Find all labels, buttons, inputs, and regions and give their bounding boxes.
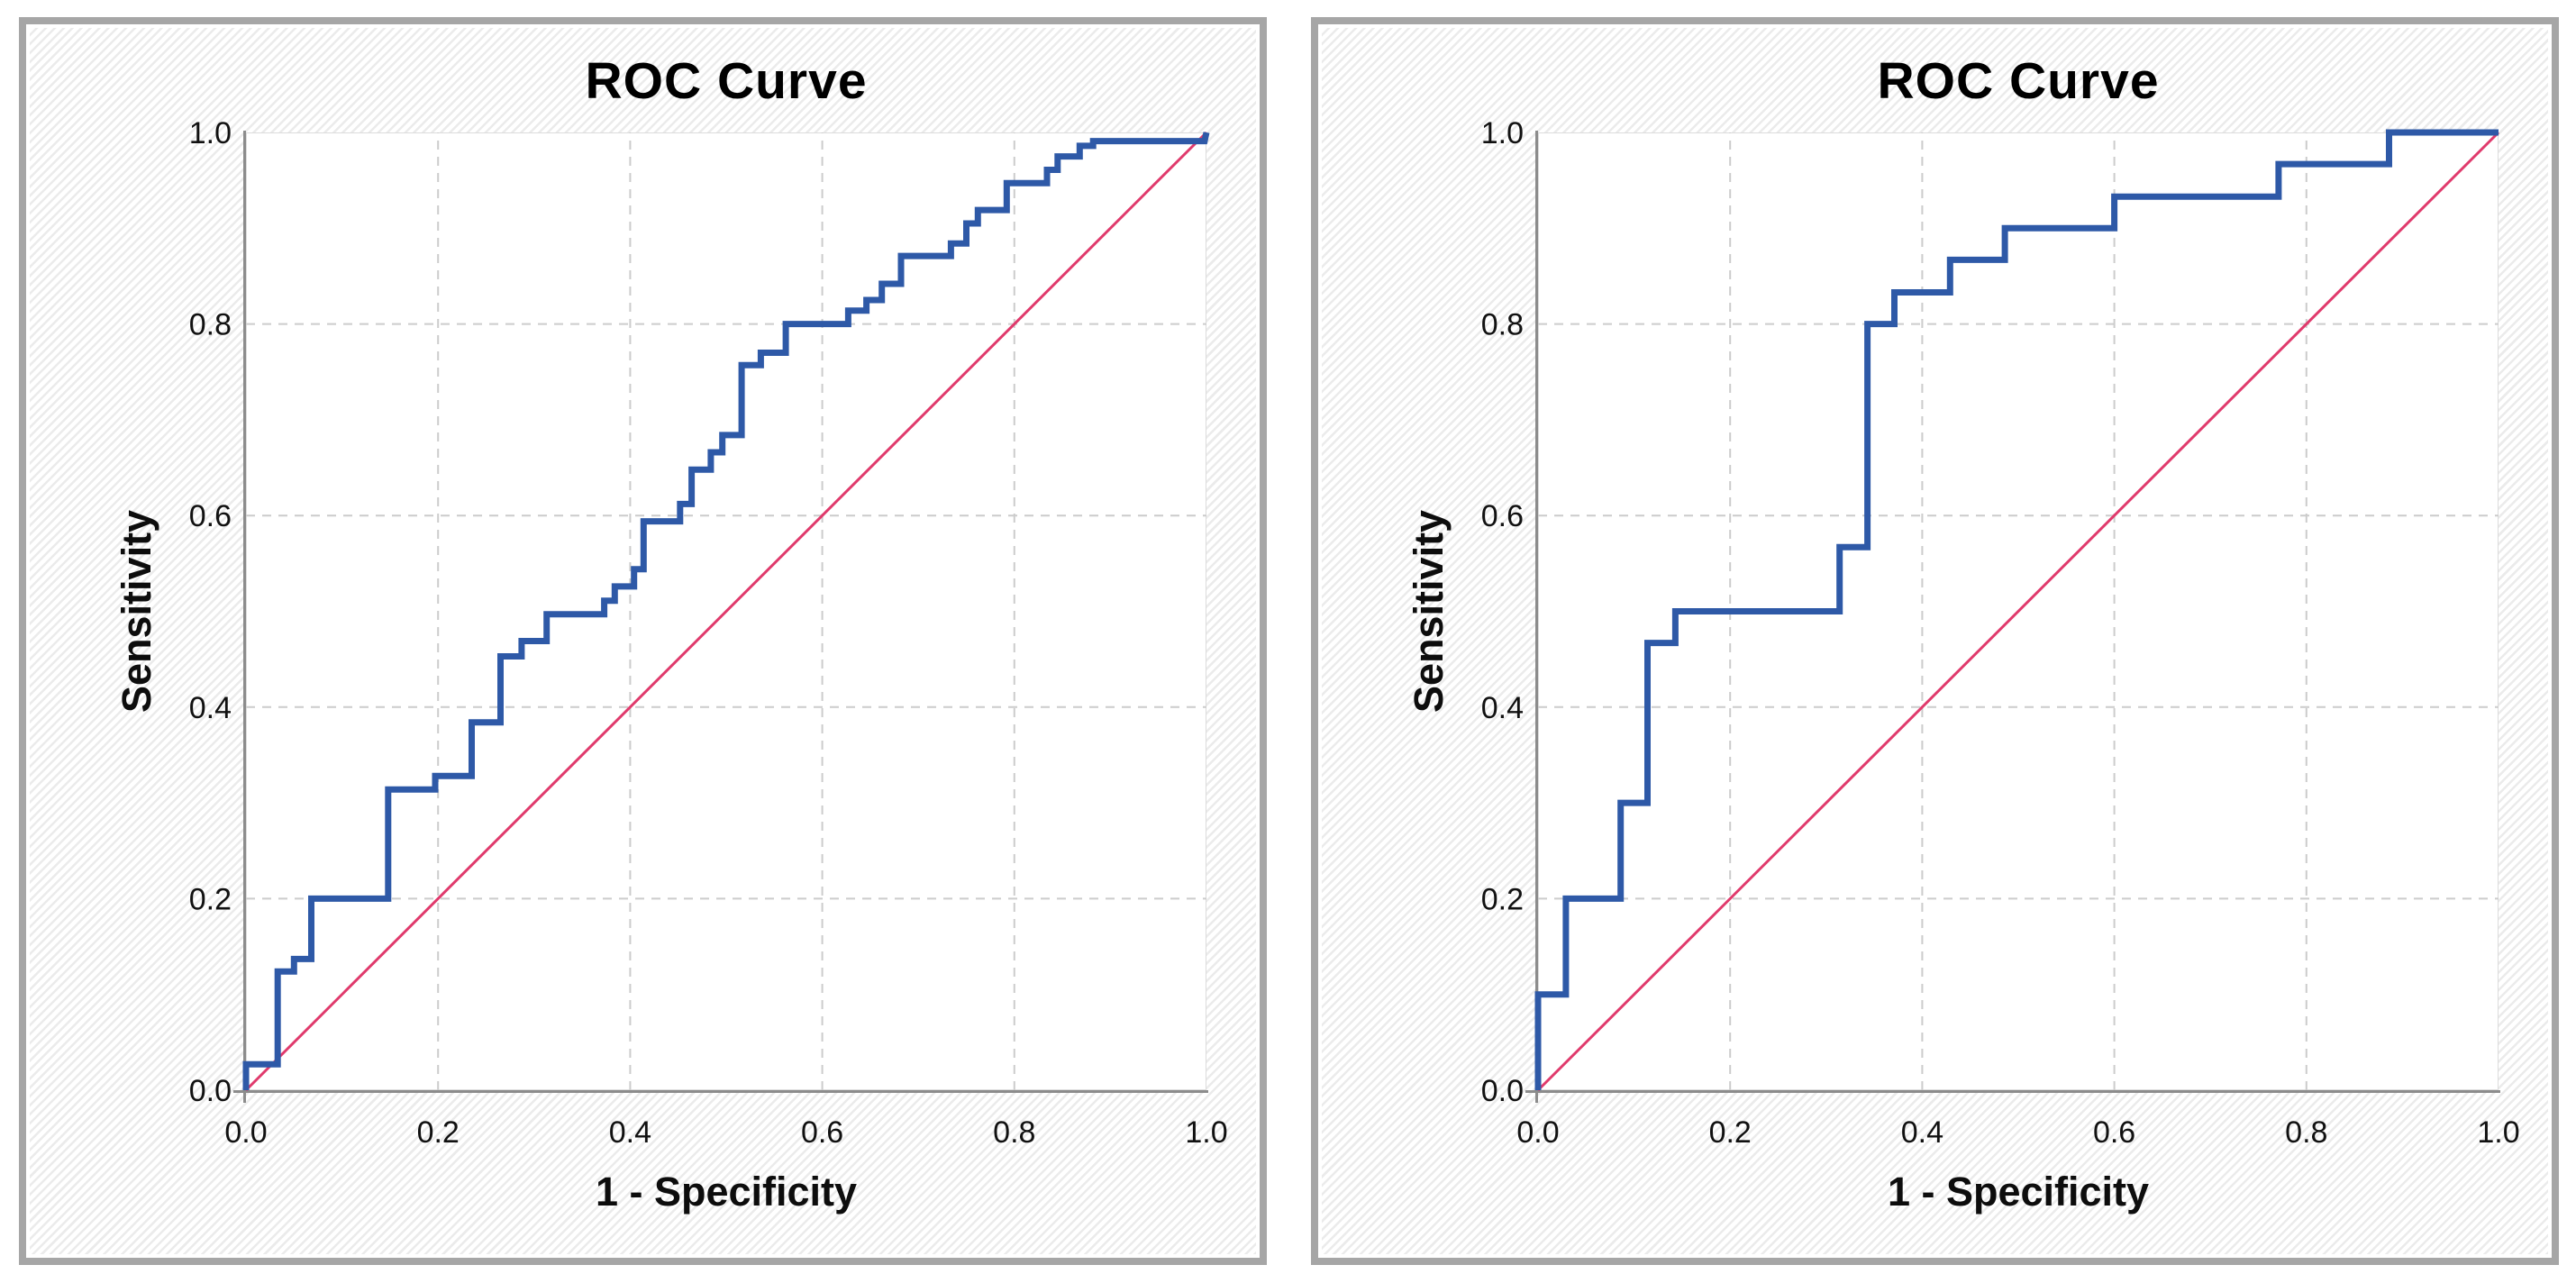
x-axis-title: 1 - Specificity — [595, 1169, 858, 1215]
x-axis-title: 1 - Specificity — [1887, 1169, 2150, 1215]
x-tick-label: 0.8 — [993, 1115, 1035, 1150]
x-tick-label: 0.4 — [609, 1115, 651, 1150]
x-tick-label: 0.0 — [1516, 1115, 1559, 1150]
x-tick-label: 0.2 — [1709, 1115, 1752, 1150]
x-tick-label: 1.0 — [2477, 1115, 2519, 1150]
roc-chart-panel-right: ROC Curve 0.0 0.2 0.4 0.6 0.8 1.0 0.0 0.2 0.4 0.6… — [1311, 17, 2559, 1265]
y-tick-label: 0.6 — [1481, 499, 1524, 533]
reference-line — [1536, 131, 2500, 1092]
y-axis-title: Sensitivity — [114, 509, 159, 714]
chart-title: ROC Curve — [1877, 52, 2160, 110]
y-tick-label: 0.2 — [1481, 882, 1524, 916]
plot-canvas: 0.0 0.2 0.4 0.6 0.8 1.0 0.0 0.2 0.4 0.6 0.8 1.0 — [189, 116, 1228, 1150]
x-tick-label: 1.0 — [1185, 1115, 1227, 1150]
x-tick-label: 0.6 — [2093, 1115, 2135, 1150]
y-tick-label: 1.0 — [189, 116, 232, 150]
roc-curve-line — [242, 132, 1210, 1090]
x-tick-label: 0.6 — [801, 1115, 843, 1150]
y-axis-title: Sensitivity — [1406, 509, 1452, 714]
y-tick-label: 0.0 — [1481, 1074, 1524, 1108]
y-tick-label: 0.4 — [189, 691, 232, 725]
chart-background-right: ROC Curve 0.0 0.2 0.4 0.6 0.8 1.0 0.0 0.2 0.4 0.6… — [1322, 28, 2548, 1254]
y-tick-label: 0.4 — [1481, 691, 1524, 725]
chart-background-left: ROC Curve 0.0 0.2 0.4 0.6 0.8 1.0 0.0 0.2 0.4 0.6… — [30, 28, 1256, 1254]
y-tick-label: 0.0 — [189, 1074, 232, 1108]
plot-canvas: 0.0 0.2 0.4 0.6 0.8 1.0 0.0 0.2 0.4 0.6 0.8 1.0 — [1481, 116, 2520, 1150]
x-tick-label: 0.4 — [1901, 1115, 1943, 1150]
x-tick-label: 0.2 — [417, 1115, 460, 1150]
y-tick-label: 0.8 — [1481, 308, 1524, 342]
y-tick-label: 0.2 — [189, 882, 232, 916]
x-tick-label: 0.8 — [2285, 1115, 2327, 1150]
x-tick-label: 0.0 — [224, 1115, 267, 1150]
chart-title: ROC Curve — [585, 52, 868, 110]
y-tick-label: 0.8 — [189, 308, 232, 342]
roc-curve-line — [1534, 129, 2499, 1090]
roc-chart-panel-left: ROC Curve 0.0 0.2 0.4 0.6 0.8 1.0 0.0 0.2 0.4 0.6… — [19, 17, 1267, 1265]
y-tick-label: 0.6 — [189, 499, 232, 533]
reference-line — [244, 131, 1208, 1092]
y-tick-label: 1.0 — [1481, 116, 1524, 150]
